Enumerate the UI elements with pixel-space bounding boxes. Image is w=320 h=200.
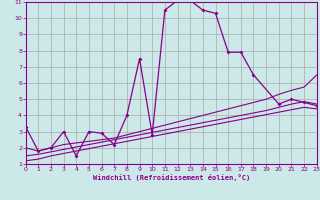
X-axis label: Windchill (Refroidissement éolien,°C): Windchill (Refroidissement éolien,°C) (92, 174, 250, 181)
